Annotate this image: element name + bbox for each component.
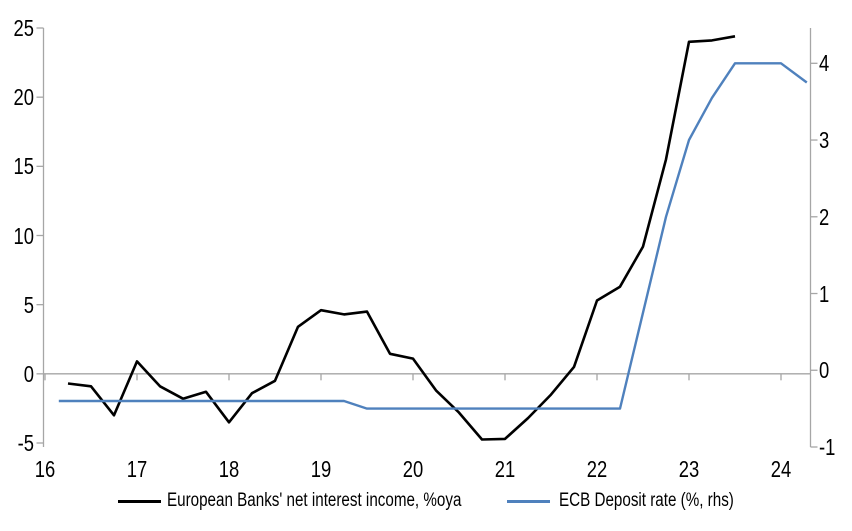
legend-label-net-interest-income: European Banks' net interest income, %oy… [167,490,462,511]
legend: European Banks' net interest income, %oy… [0,489,852,515]
series-line-ecb-deposit-rate [58,62,808,410]
legend-label-ecb-deposit-rate: ECB Deposit rate (%, rhs) [559,490,734,511]
series-line-net-interest-income [67,35,736,441]
legend-swatch-black-line [118,499,161,503]
legend-swatch-blue-line [507,499,550,503]
legend-item-ecb-deposit-rate: ECB Deposit rate (%, rhs) [507,489,778,513]
legend-item-net-interest-income: European Banks' net interest income, %oy… [118,489,535,513]
